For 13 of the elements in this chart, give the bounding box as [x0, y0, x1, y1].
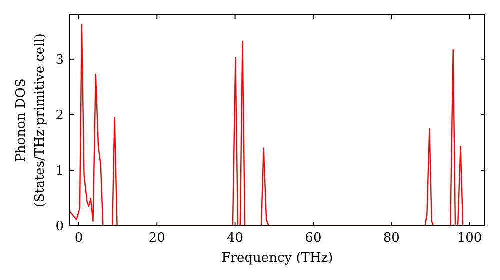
y-tick-label: 1 [56, 164, 64, 179]
x-tick-label: 80 [383, 231, 400, 246]
x-tick-label: 40 [227, 231, 244, 246]
x-axis-title: Frequency (THz) [222, 251, 334, 266]
y-tick-label: 0 [56, 220, 64, 234]
y-tick-label: 3 [56, 52, 64, 68]
x-tick-label: 100 [457, 231, 482, 246]
y-tick-label: 2 [56, 108, 64, 124]
line-series [70, 24, 464, 226]
x-tick-label: 60 [305, 231, 322, 246]
x-tick-label: 0 [74, 231, 84, 246]
y-axis-title: Phonon DOS (States/THz·primitive cell) [14, 33, 48, 208]
x-tick-label: 20 [148, 231, 166, 246]
